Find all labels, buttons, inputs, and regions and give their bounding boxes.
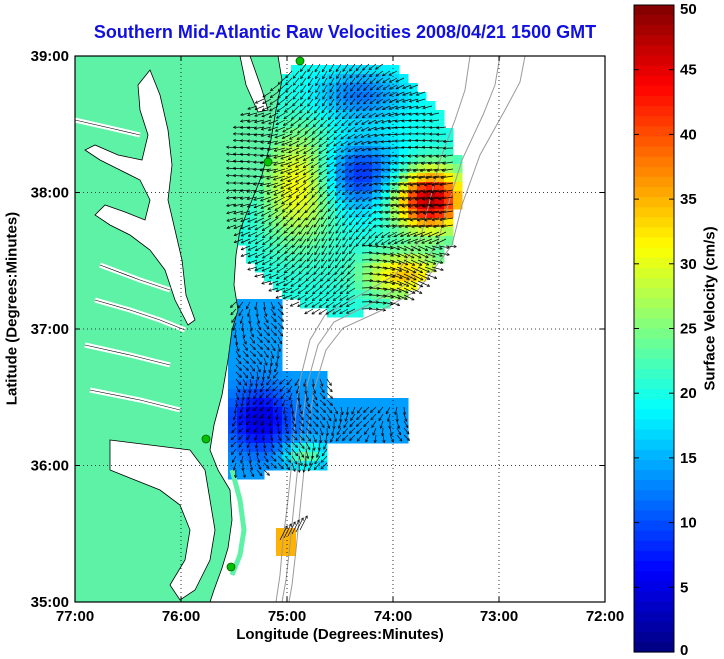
y-tick-label: 37:00 [31,321,69,338]
x-tick-label: 72:00 [586,608,624,625]
colorbar-tick-label: 10 [680,515,697,532]
station-markers [201,56,305,572]
station-marker [201,434,211,444]
y-tick-label: 39:00 [31,48,69,65]
x-tick-label: 77:00 [56,608,94,625]
axes: 77:00 76:00 75:00 74:00 73:00 72:00 39:00 38:00… [31,48,625,625]
station-marker [226,562,236,572]
colorbar-tick-label: 20 [680,385,697,402]
map-title: Southern Mid-Atlantic Raw Velocities 200… [93,22,597,42]
colorbar-tick-label: 30 [680,256,697,273]
x-tick-label: 76:00 [162,608,200,625]
velocity-vectors [226,63,457,541]
colorbar-tick-label: 45 [680,62,697,79]
land-mass [75,56,283,602]
x-tick-label: 74:00 [374,608,412,625]
colorbar-tick-label: 35 [680,191,697,208]
colorbar-tick-label: 5 [680,579,688,596]
colorbar-tick-label: 25 [680,321,697,338]
bathymetry-contours [275,56,526,602]
x-tick-label: 75:00 [268,608,306,625]
y-tick-label: 35:00 [31,594,69,611]
station-marker [295,56,305,66]
y-tick-label: 38:00 [31,185,69,202]
colorbar-tick-label: 0 [680,642,688,659]
colorbar-tick-label: 40 [680,126,697,143]
velocity-field [228,65,463,556]
station-marker [263,157,273,167]
y-tick-label: 36:00 [31,458,69,475]
colorbar-tick-label: 50 [680,1,697,18]
colorbar-label: Surface Velocity (cm/s) [701,226,719,391]
colorbar-tick-label: 15 [680,450,697,467]
x-axis-label: Longitude (Degrees:Minutes) [236,626,444,643]
grid-lines [75,56,605,602]
y-axis-label: Latitude (Degrees:Minutes) [3,211,21,406]
x-tick-label: 73:00 [480,608,518,625]
